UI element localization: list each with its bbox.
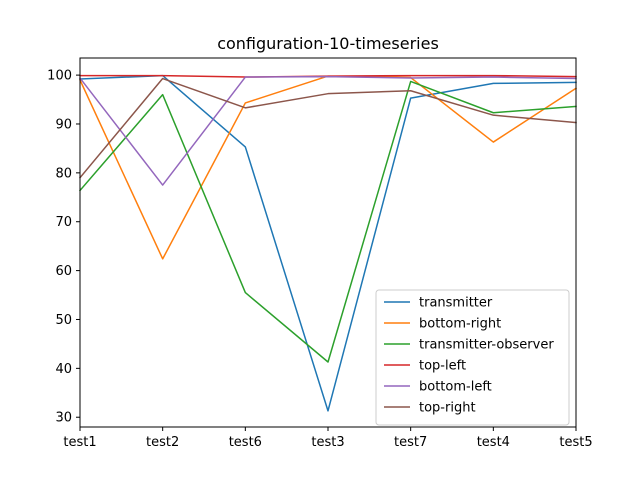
x-tick-label: test3 bbox=[311, 435, 344, 450]
legend-label-bottom-left: bottom-left bbox=[419, 380, 492, 395]
legend-label-top-left: top-left bbox=[419, 359, 466, 374]
axes: test1 test2 test6 test3 test7 test4 test5 30 40 5… bbox=[47, 57, 593, 450]
legend-label-transmitter: transmitter bbox=[419, 296, 493, 311]
y-tick-label: 50 bbox=[55, 313, 72, 328]
y-tick-label: 70 bbox=[55, 215, 72, 230]
y-tick-label: 100 bbox=[47, 69, 72, 84]
legend-box bbox=[375, 289, 570, 426]
y-tick-label: 30 bbox=[55, 411, 72, 426]
x-tick-label: test6 bbox=[229, 435, 262, 450]
x-tick-label: test5 bbox=[559, 435, 592, 450]
series-line-transmitter-observer bbox=[78, 80, 577, 363]
legend: transmitter bottom-right transmitter-obser… bbox=[375, 289, 570, 426]
y-tick-label: 60 bbox=[55, 264, 72, 279]
legend-label-bottom-right: bottom-right bbox=[419, 317, 501, 332]
series-line-bottom-left bbox=[78, 75, 577, 186]
y-tick-label: 80 bbox=[55, 166, 72, 181]
x-tick-label: test1 bbox=[63, 435, 96, 450]
y-tick-label: 90 bbox=[55, 117, 72, 132]
plot-area bbox=[78, 74, 578, 412]
legend-label-transmitter-observer: transmitter-observer bbox=[419, 338, 554, 353]
x-tick-label: test4 bbox=[477, 435, 510, 450]
y-tick-label: 40 bbox=[55, 362, 72, 377]
chart-title: configuration-10-timeseries bbox=[217, 34, 439, 53]
series-line-top-right bbox=[78, 77, 577, 179]
x-tick-label: test7 bbox=[394, 435, 427, 450]
legend-label-top-right: top-right bbox=[419, 401, 476, 416]
x-tick-label: test2 bbox=[146, 435, 179, 450]
